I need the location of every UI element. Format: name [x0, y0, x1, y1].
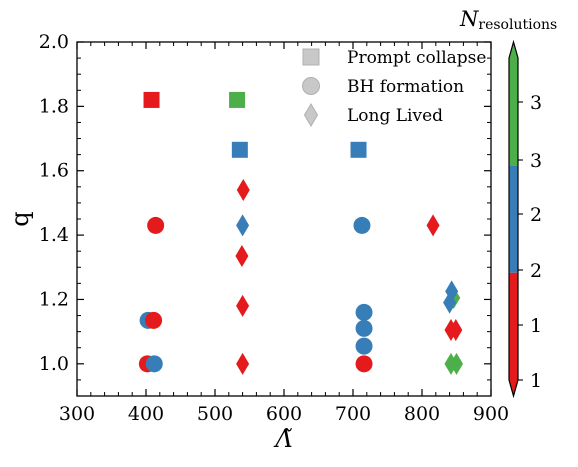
y-tick-label: 1.2: [39, 288, 69, 310]
data-point-square: [143, 91, 160, 108]
colorbar-tick-label: 2: [530, 204, 542, 226]
colorbar-extend-top: [509, 42, 518, 58]
legend-label: BH formation: [347, 77, 464, 97]
data-point-diamond: [449, 319, 463, 342]
legend-label: Long Lived: [347, 106, 443, 126]
x-tick-label: 600: [266, 403, 302, 425]
data-point-diamond: [426, 214, 440, 237]
data-point-diamond: [236, 214, 250, 237]
data-point-diamond: [236, 294, 250, 317]
x-tick-label: 900: [473, 403, 509, 425]
colorbar-tick-label: 1: [530, 315, 542, 337]
x-tick-label: 800: [404, 403, 440, 425]
y-axis-label: q: [6, 211, 34, 226]
data-point-diamond: [235, 245, 249, 268]
y-tick-label: 1.6: [39, 160, 69, 182]
data-point-square: [231, 141, 248, 158]
x-tick-label: 400: [128, 403, 164, 425]
colorbar-tick-label: 1: [530, 370, 542, 392]
data-point-circle: [355, 355, 373, 373]
axis-ticks: 300 400 500 600 700 800 900 1.0 1.2 1.4 1.6 1.8 2.0: [39, 31, 509, 425]
legend-marker-circle: [302, 77, 320, 95]
colorbar-segment: [509, 272, 518, 380]
legend-marker-square: [302, 48, 320, 66]
data-point-circle: [355, 319, 373, 337]
colorbar-tick-label: 3: [530, 150, 542, 172]
data-point-square: [350, 141, 367, 158]
colorbar-segment: [509, 165, 518, 273]
data-point-circle: [147, 216, 165, 234]
colorbar: 1 1 2 2 3 3 Nresolutions: [459, 7, 557, 399]
x-tick-label: 300: [59, 403, 95, 425]
legend-marker-diamond: [303, 103, 319, 127]
y-tick-label: 1.8: [39, 95, 69, 117]
legend: Prompt collapse BH formation Long Lived: [302, 48, 486, 127]
data-point-diamond: [236, 352, 250, 375]
data-point-diamond: [236, 179, 250, 202]
data-points: [138, 91, 463, 375]
y-tick-label: 2.0: [39, 31, 69, 53]
data-point-circle: [145, 355, 163, 373]
colorbar-segment: [509, 58, 518, 166]
colorbar-tick-label: 2: [530, 260, 542, 282]
data-point-circle: [145, 311, 163, 329]
data-point-diamond: [443, 291, 457, 314]
y-tick-label: 1.0: [39, 353, 69, 375]
x-tick-label: 500: [197, 403, 233, 425]
data-point-circle: [353, 216, 371, 234]
data-point-circle: [355, 303, 373, 321]
colorbar-tick-label: 3: [530, 92, 542, 114]
x-axis-label: Λ̃: [273, 425, 292, 453]
colorbar-title: Nresolutions: [459, 7, 557, 33]
y-tick-label: 1.4: [39, 224, 69, 246]
data-point-square: [229, 91, 246, 108]
data-point-circle: [355, 337, 373, 355]
colorbar-extend-bottom: [509, 380, 518, 396]
x-tick-label: 700: [335, 403, 371, 425]
legend-label: Prompt collapse: [347, 48, 486, 68]
data-point-diamond: [450, 352, 463, 375]
